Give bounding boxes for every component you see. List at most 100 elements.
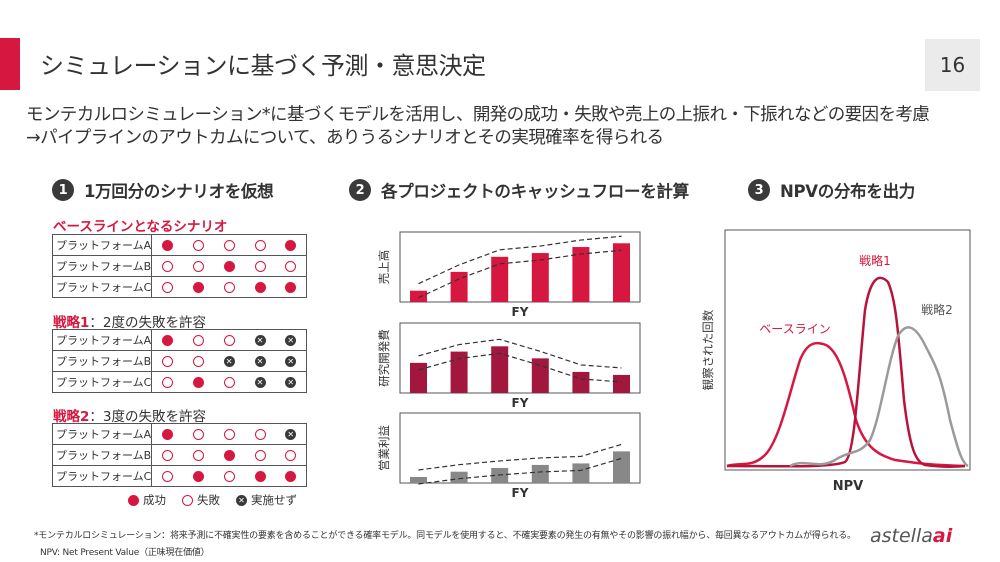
platform-label: プラットフォームA xyxy=(53,330,152,351)
failure-mark-icon xyxy=(255,240,266,251)
platform-label: プラットフォームB xyxy=(53,256,152,277)
not-run-mark-icon: ✕ xyxy=(285,377,296,388)
platform-label: プラットフォームC xyxy=(53,277,152,298)
marks-legend: 成功 失敗 ✕ 実施せず xyxy=(128,492,307,508)
cashflow-range-line xyxy=(419,236,622,283)
failure-mark-icon xyxy=(224,240,235,251)
cashflow-bar xyxy=(532,253,549,302)
section1-number-badge: 1 xyxy=(52,179,74,201)
failure-mark-icon xyxy=(224,377,235,388)
section1-heading-text: 1万回分のシナリオを仮想 xyxy=(84,178,273,202)
failure-mark-icon xyxy=(193,240,204,251)
outcome-cell xyxy=(214,372,245,393)
not-run-mark-icon: ✕ xyxy=(285,356,296,367)
cashflow-bar xyxy=(532,358,549,393)
npv-series-baseline xyxy=(727,343,965,466)
outcome-cell xyxy=(245,256,276,277)
cashflow-range-line xyxy=(419,444,622,470)
cashflow-bar xyxy=(410,291,427,302)
outcome-cell xyxy=(183,256,214,277)
platform-label: プラットフォームC xyxy=(53,372,152,393)
cashflow-range-line xyxy=(419,339,622,368)
success-mark-icon xyxy=(255,282,266,293)
cashflow-range-line xyxy=(419,250,622,297)
npv-label-strategy1: 戦略1 xyxy=(859,253,891,268)
outcome-cell xyxy=(214,445,245,466)
cashflow-frame-0 xyxy=(400,232,640,302)
outcome-cell xyxy=(275,277,306,298)
outcome-cell: ✕ xyxy=(275,424,306,445)
npv-label-baseline: ベースライン xyxy=(759,322,830,336)
outcome-cell xyxy=(245,466,276,487)
outcome-cell: ✕ xyxy=(214,351,245,372)
failure-mark-icon xyxy=(162,471,173,482)
failure-mark-icon xyxy=(162,282,173,293)
outcome-cell xyxy=(152,277,183,298)
section3-heading: 3 NPVの分布を出力 xyxy=(748,178,915,202)
outcome-cell xyxy=(152,351,183,372)
outcome-cell xyxy=(245,445,276,466)
table-row: プラットフォームB xyxy=(53,445,307,466)
outcome-cell xyxy=(183,372,214,393)
footnote-montecarlo: *モンテカルロシミュレーション：将来予測に不確実性の要素を含めることができる確率… xyxy=(34,528,856,541)
cashflow-frame-1 xyxy=(400,323,640,393)
cashflow-y-label: 売上高 xyxy=(377,250,391,285)
not-run-mark-icon: ✕ xyxy=(236,495,247,506)
outcome-cell xyxy=(152,256,183,277)
cashflow-x-label: FY xyxy=(512,396,529,410)
not-run-mark-icon: ✕ xyxy=(255,356,266,367)
cashflow-y-label: 研究開発費 xyxy=(377,329,391,387)
platform-label: プラットフォームA xyxy=(53,235,152,256)
scenario-table-1: プラットフォームA ✕ ✕ プラットフォームB ✕ ✕ ✕ プラットフォームC ✕ ✕ xyxy=(52,329,307,393)
success-mark-icon xyxy=(193,377,204,388)
npv-x-axis-label: NPV xyxy=(833,479,863,494)
failure-mark-icon xyxy=(224,282,235,293)
page-number: 16 xyxy=(925,39,980,91)
scenario-title-1: 戦略1：2度の失敗を許容 xyxy=(53,311,206,331)
failure-mark-icon xyxy=(285,450,296,461)
section2-heading-text: 各プロジェクトのキャッシュフローを計算 xyxy=(381,178,689,202)
title-accent-bar xyxy=(0,38,20,90)
cashflow-x-label: FY xyxy=(512,486,529,500)
success-mark-icon xyxy=(285,471,296,482)
scenario-title-2: 戦略2：3度の失敗を許容 xyxy=(53,405,206,425)
not-run-mark-icon: ✕ xyxy=(255,335,266,346)
outcome-cell xyxy=(245,235,276,256)
outcome-cell xyxy=(183,424,214,445)
table-row: プラットフォームA ✕ ✕ xyxy=(53,330,307,351)
table-row: プラットフォームA xyxy=(53,235,307,256)
table-row: プラットフォームA ✕ xyxy=(53,424,307,445)
cashflow-bar xyxy=(613,243,630,302)
table-row: プラットフォームB xyxy=(53,256,307,277)
platform-label: プラットフォームB xyxy=(53,445,152,466)
not-run-mark-icon: ✕ xyxy=(285,335,296,346)
outcome-cell xyxy=(214,235,245,256)
outcome-cell xyxy=(214,256,245,277)
outcome-cell xyxy=(275,445,306,466)
outcome-cell: ✕ xyxy=(245,372,276,393)
outcome-cell xyxy=(214,330,245,351)
table-row: プラットフォームB ✕ ✕ ✕ xyxy=(53,351,307,372)
table-row: プラットフォームC xyxy=(53,277,307,298)
outcome-cell xyxy=(183,466,214,487)
footnote-npv: NPV: Net Present Value（正味現在価値） xyxy=(40,545,209,558)
not-run-mark-icon: ✕ xyxy=(255,377,266,388)
failure-mark-icon xyxy=(193,261,204,272)
table-row: プラットフォームC ✕ ✕ xyxy=(53,372,307,393)
success-mark-icon xyxy=(224,450,235,461)
outcome-cell xyxy=(245,424,276,445)
success-mark-icon xyxy=(193,282,204,293)
not-run-mark-icon: ✕ xyxy=(224,356,235,367)
legend-failure: 失敗 xyxy=(182,492,220,508)
success-mark-icon xyxy=(162,240,173,251)
outcome-cell xyxy=(152,372,183,393)
failure-mark-icon xyxy=(224,429,235,440)
failure-mark-icon xyxy=(255,261,266,272)
success-mark-icon xyxy=(285,240,296,251)
success-mark-icon xyxy=(193,471,204,482)
intro-line-1: モンテカルロシミュレーション*に基づくモデルを活用し、開発の成功・失敗や売上の上… xyxy=(26,104,929,127)
npv-series-strategy1 xyxy=(727,278,965,467)
outcome-cell xyxy=(245,277,276,298)
outcome-cell: ✕ xyxy=(275,330,306,351)
outcome-cell xyxy=(152,330,183,351)
